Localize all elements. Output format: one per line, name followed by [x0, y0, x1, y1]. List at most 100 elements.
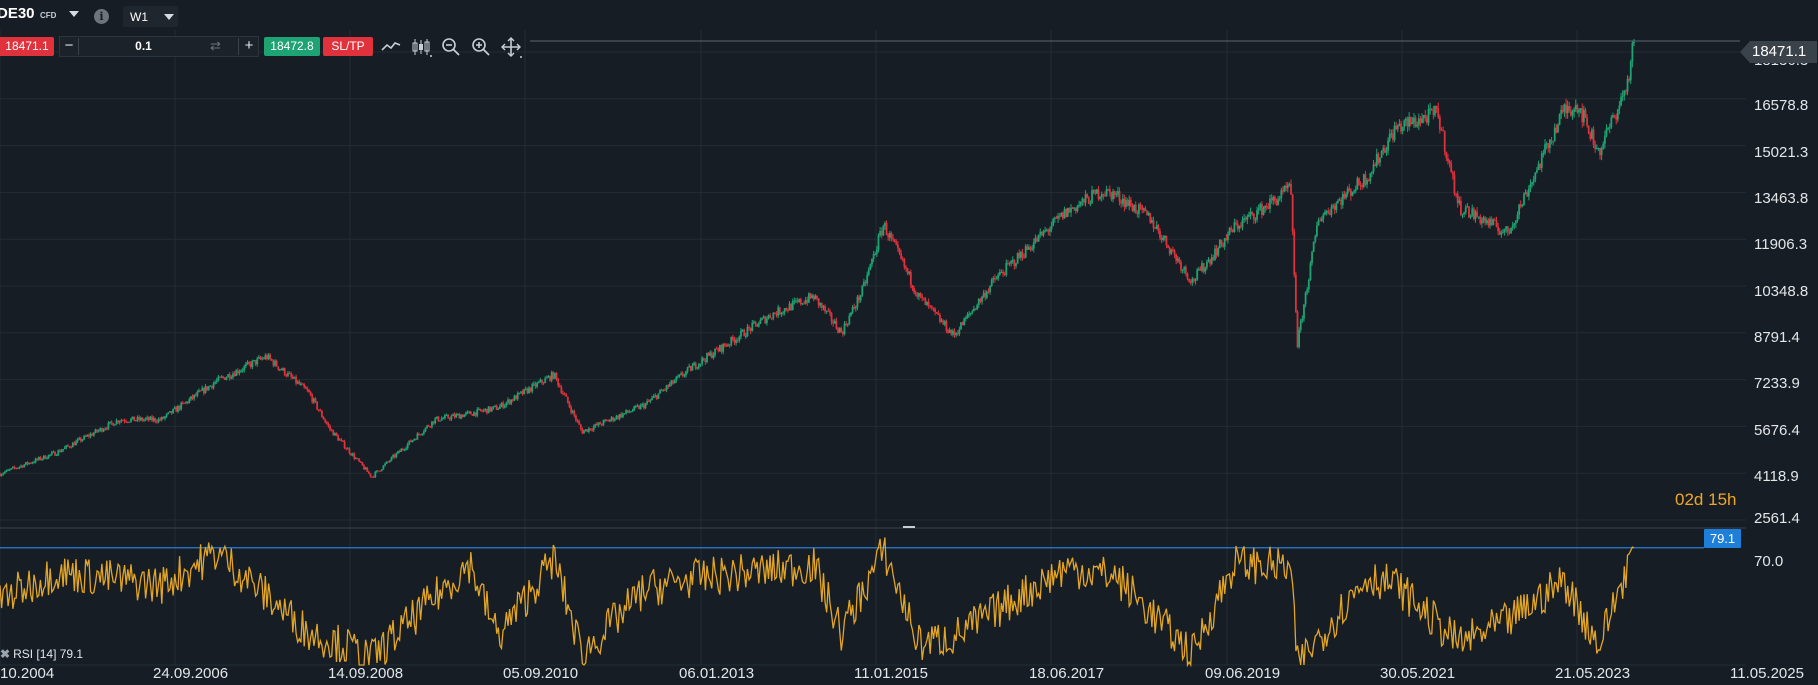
candle-down [1102, 194, 1105, 196]
remove-indicator-close-icon[interactable]: ✖ [0, 647, 11, 661]
candle-down [353, 453, 356, 459]
candle-down [1062, 212, 1064, 219]
candle-up [421, 433, 424, 435]
price-axis-tick: 2561.4 [1754, 510, 1800, 527]
candle-down [1547, 143, 1550, 149]
sell-button[interactable]: 18471.1 [0, 37, 54, 56]
candle-down [277, 366, 280, 370]
zoom-in-icon[interactable] [470, 36, 492, 58]
candle-up [856, 296, 859, 308]
candle-up [1548, 139, 1551, 149]
candle-up [1125, 200, 1127, 208]
candle-down [591, 429, 594, 431]
candle-down [515, 395, 517, 400]
info-icon[interactable]: i [94, 9, 109, 24]
candle-up [1485, 220, 1488, 223]
candle-down [568, 402, 571, 408]
candle-down [1426, 117, 1428, 123]
quantity-stepper[interactable] [59, 36, 259, 57]
quantity-value[interactable]: 0.1 [135, 39, 152, 53]
candle-up [971, 311, 974, 313]
candle-up [1162, 237, 1165, 240]
candle-down [1113, 191, 1116, 195]
candle-up [918, 293, 920, 297]
sl-tp-button[interactable]: SL/TP [323, 37, 373, 56]
candle-down [1291, 194, 1294, 232]
line-chart-icon[interactable] [380, 36, 402, 58]
quantity-plus-button[interactable]: + [244, 37, 254, 54]
candlestick-icon[interactable] [410, 36, 432, 58]
candle-down [183, 402, 186, 404]
candle-down [1068, 207, 1071, 213]
candle-up [510, 399, 513, 404]
symbol-name[interactable]: DE30 [0, 5, 35, 22]
quantity-minus-button[interactable]: − [64, 37, 74, 54]
candle-up [1513, 223, 1516, 226]
candle-up [431, 421, 433, 427]
candle-up [587, 428, 590, 432]
candle-down [1120, 201, 1123, 204]
candle-down [1273, 196, 1276, 201]
candle-up [884, 222, 886, 226]
candle-up [738, 336, 741, 341]
candle-down [890, 233, 893, 239]
candle-up [1597, 148, 1600, 150]
candle-down [1430, 108, 1433, 111]
candle-down [1131, 206, 1134, 212]
candle-up [1523, 193, 1525, 205]
candle-up [1521, 204, 1524, 207]
candle-down [942, 320, 945, 325]
candle-down [223, 377, 226, 380]
candle-up [50, 452, 53, 455]
candle-down [306, 388, 309, 391]
candle-down [642, 403, 645, 409]
rsi-level-label: 70.0 [1754, 553, 1784, 570]
candle-up [513, 395, 516, 401]
candle-down [974, 308, 977, 310]
candle-down [901, 258, 904, 260]
candle-up [1626, 78, 1629, 92]
buy-button[interactable]: 18472.8 [264, 37, 320, 56]
candle-up [1147, 212, 1150, 216]
zoom-out-icon[interactable] [440, 36, 462, 58]
candle-down [576, 420, 579, 422]
cycle-icon[interactable]: ⇄ [210, 38, 221, 53]
candle-up [1481, 220, 1483, 224]
candle-up [609, 419, 611, 422]
candle-up [190, 396, 192, 400]
candle-up [714, 348, 716, 355]
symbol-dropdown-chevron-down-icon[interactable] [69, 11, 79, 17]
candle-down [909, 271, 912, 286]
candle-up [118, 421, 121, 423]
timeframe-select[interactable] [123, 6, 178, 27]
candle-up [651, 397, 653, 400]
candle-up [424, 427, 427, 432]
candle-down [154, 418, 157, 422]
candle-up [243, 366, 246, 371]
pane-resize-handle[interactable] [903, 526, 915, 528]
candle-up [1269, 198, 1271, 209]
candle-up [1387, 140, 1389, 151]
candle-up [1073, 207, 1076, 209]
candle-up [1458, 200, 1461, 203]
candle-up [1005, 262, 1008, 275]
candle-down [147, 417, 150, 421]
candle-up [466, 411, 469, 413]
candle-down [1374, 164, 1377, 167]
candle-up [434, 418, 437, 424]
candle-down [526, 388, 529, 394]
candle-up [131, 416, 134, 419]
candle-up [395, 453, 398, 458]
candle-up [691, 365, 694, 371]
candle-down [361, 462, 364, 466]
crosshair-move-icon[interactable] [500, 36, 522, 58]
candle-down [725, 345, 728, 347]
candle-up [977, 298, 980, 306]
candle-up [641, 403, 644, 405]
candle-down [159, 418, 162, 421]
candle-down [481, 410, 484, 412]
candle-down [586, 429, 589, 432]
candle-down [770, 317, 773, 319]
timeframe-chevron-down-icon[interactable] [164, 14, 174, 20]
